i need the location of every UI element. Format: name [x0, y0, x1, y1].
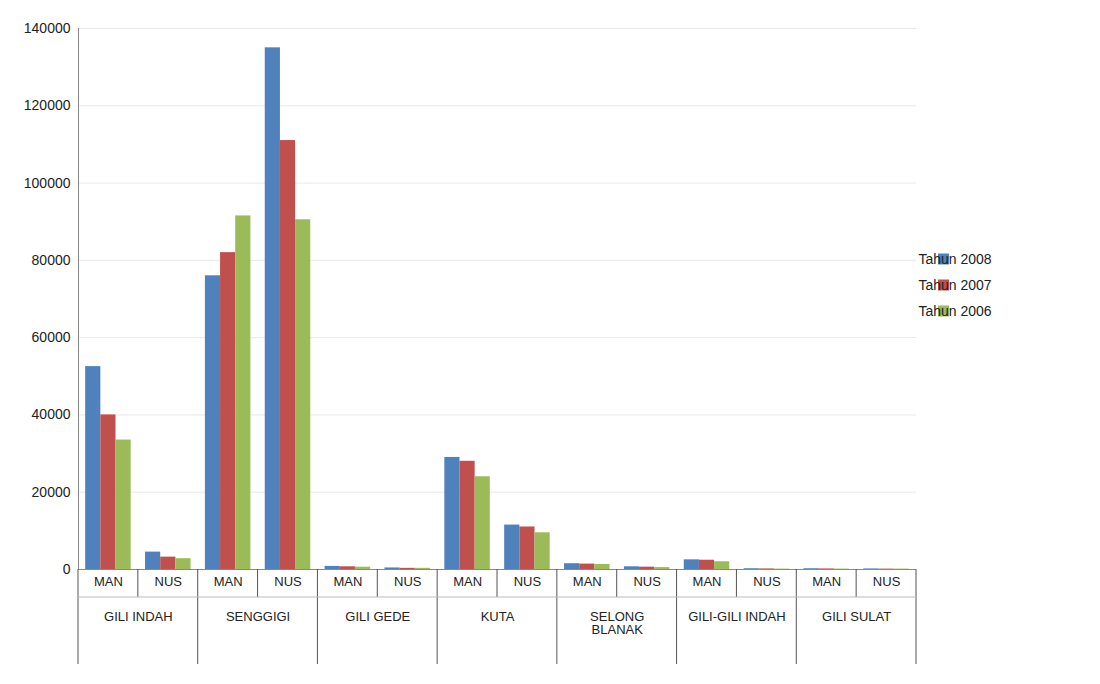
svg-text:SELONGBLANAK: SELONGBLANAK — [590, 609, 644, 637]
svg-text:MAN: MAN — [573, 574, 602, 589]
svg-text:20000: 20000 — [32, 484, 71, 500]
svg-text:Tahun 2007: Tahun 2007 — [918, 277, 991, 293]
svg-text:KUTA: KUTA — [481, 609, 515, 624]
svg-text:MAN: MAN — [333, 574, 362, 589]
svg-text:60000: 60000 — [32, 329, 71, 345]
svg-text:SENGGIGI: SENGGIGI — [226, 609, 290, 624]
svg-text:40000: 40000 — [32, 406, 71, 422]
svg-text:NUS: NUS — [274, 574, 302, 589]
svg-text:NUS: NUS — [394, 574, 422, 589]
svg-text:GILI GEDE: GILI GEDE — [345, 609, 410, 624]
svg-text:Tahun 2008: Tahun 2008 — [918, 251, 991, 267]
svg-text:NUS: NUS — [753, 574, 781, 589]
svg-text:MAN: MAN — [214, 574, 243, 589]
svg-text:MAN: MAN — [693, 574, 722, 589]
svg-text:MAN: MAN — [453, 574, 482, 589]
svg-text:NUS: NUS — [514, 574, 542, 589]
svg-text:NUS: NUS — [155, 574, 183, 589]
svg-text:100000: 100000 — [24, 175, 71, 191]
svg-text:MAN: MAN — [812, 574, 841, 589]
svg-text:80000: 80000 — [32, 252, 71, 268]
svg-text:NUS: NUS — [633, 574, 661, 589]
svg-text:120000: 120000 — [24, 97, 71, 113]
svg-text:GILI-GILI INDAH: GILI-GILI INDAH — [688, 609, 786, 624]
svg-text:NUS: NUS — [873, 574, 901, 589]
svg-text:GILI SULAT: GILI SULAT — [822, 609, 891, 624]
svg-text:0: 0 — [63, 561, 71, 577]
svg-text:Tahun 2006: Tahun 2006 — [918, 303, 991, 319]
svg-text:MAN: MAN — [94, 574, 123, 589]
svg-text:140000: 140000 — [24, 20, 71, 36]
svg-text:GILI INDAH: GILI INDAH — [104, 609, 173, 624]
